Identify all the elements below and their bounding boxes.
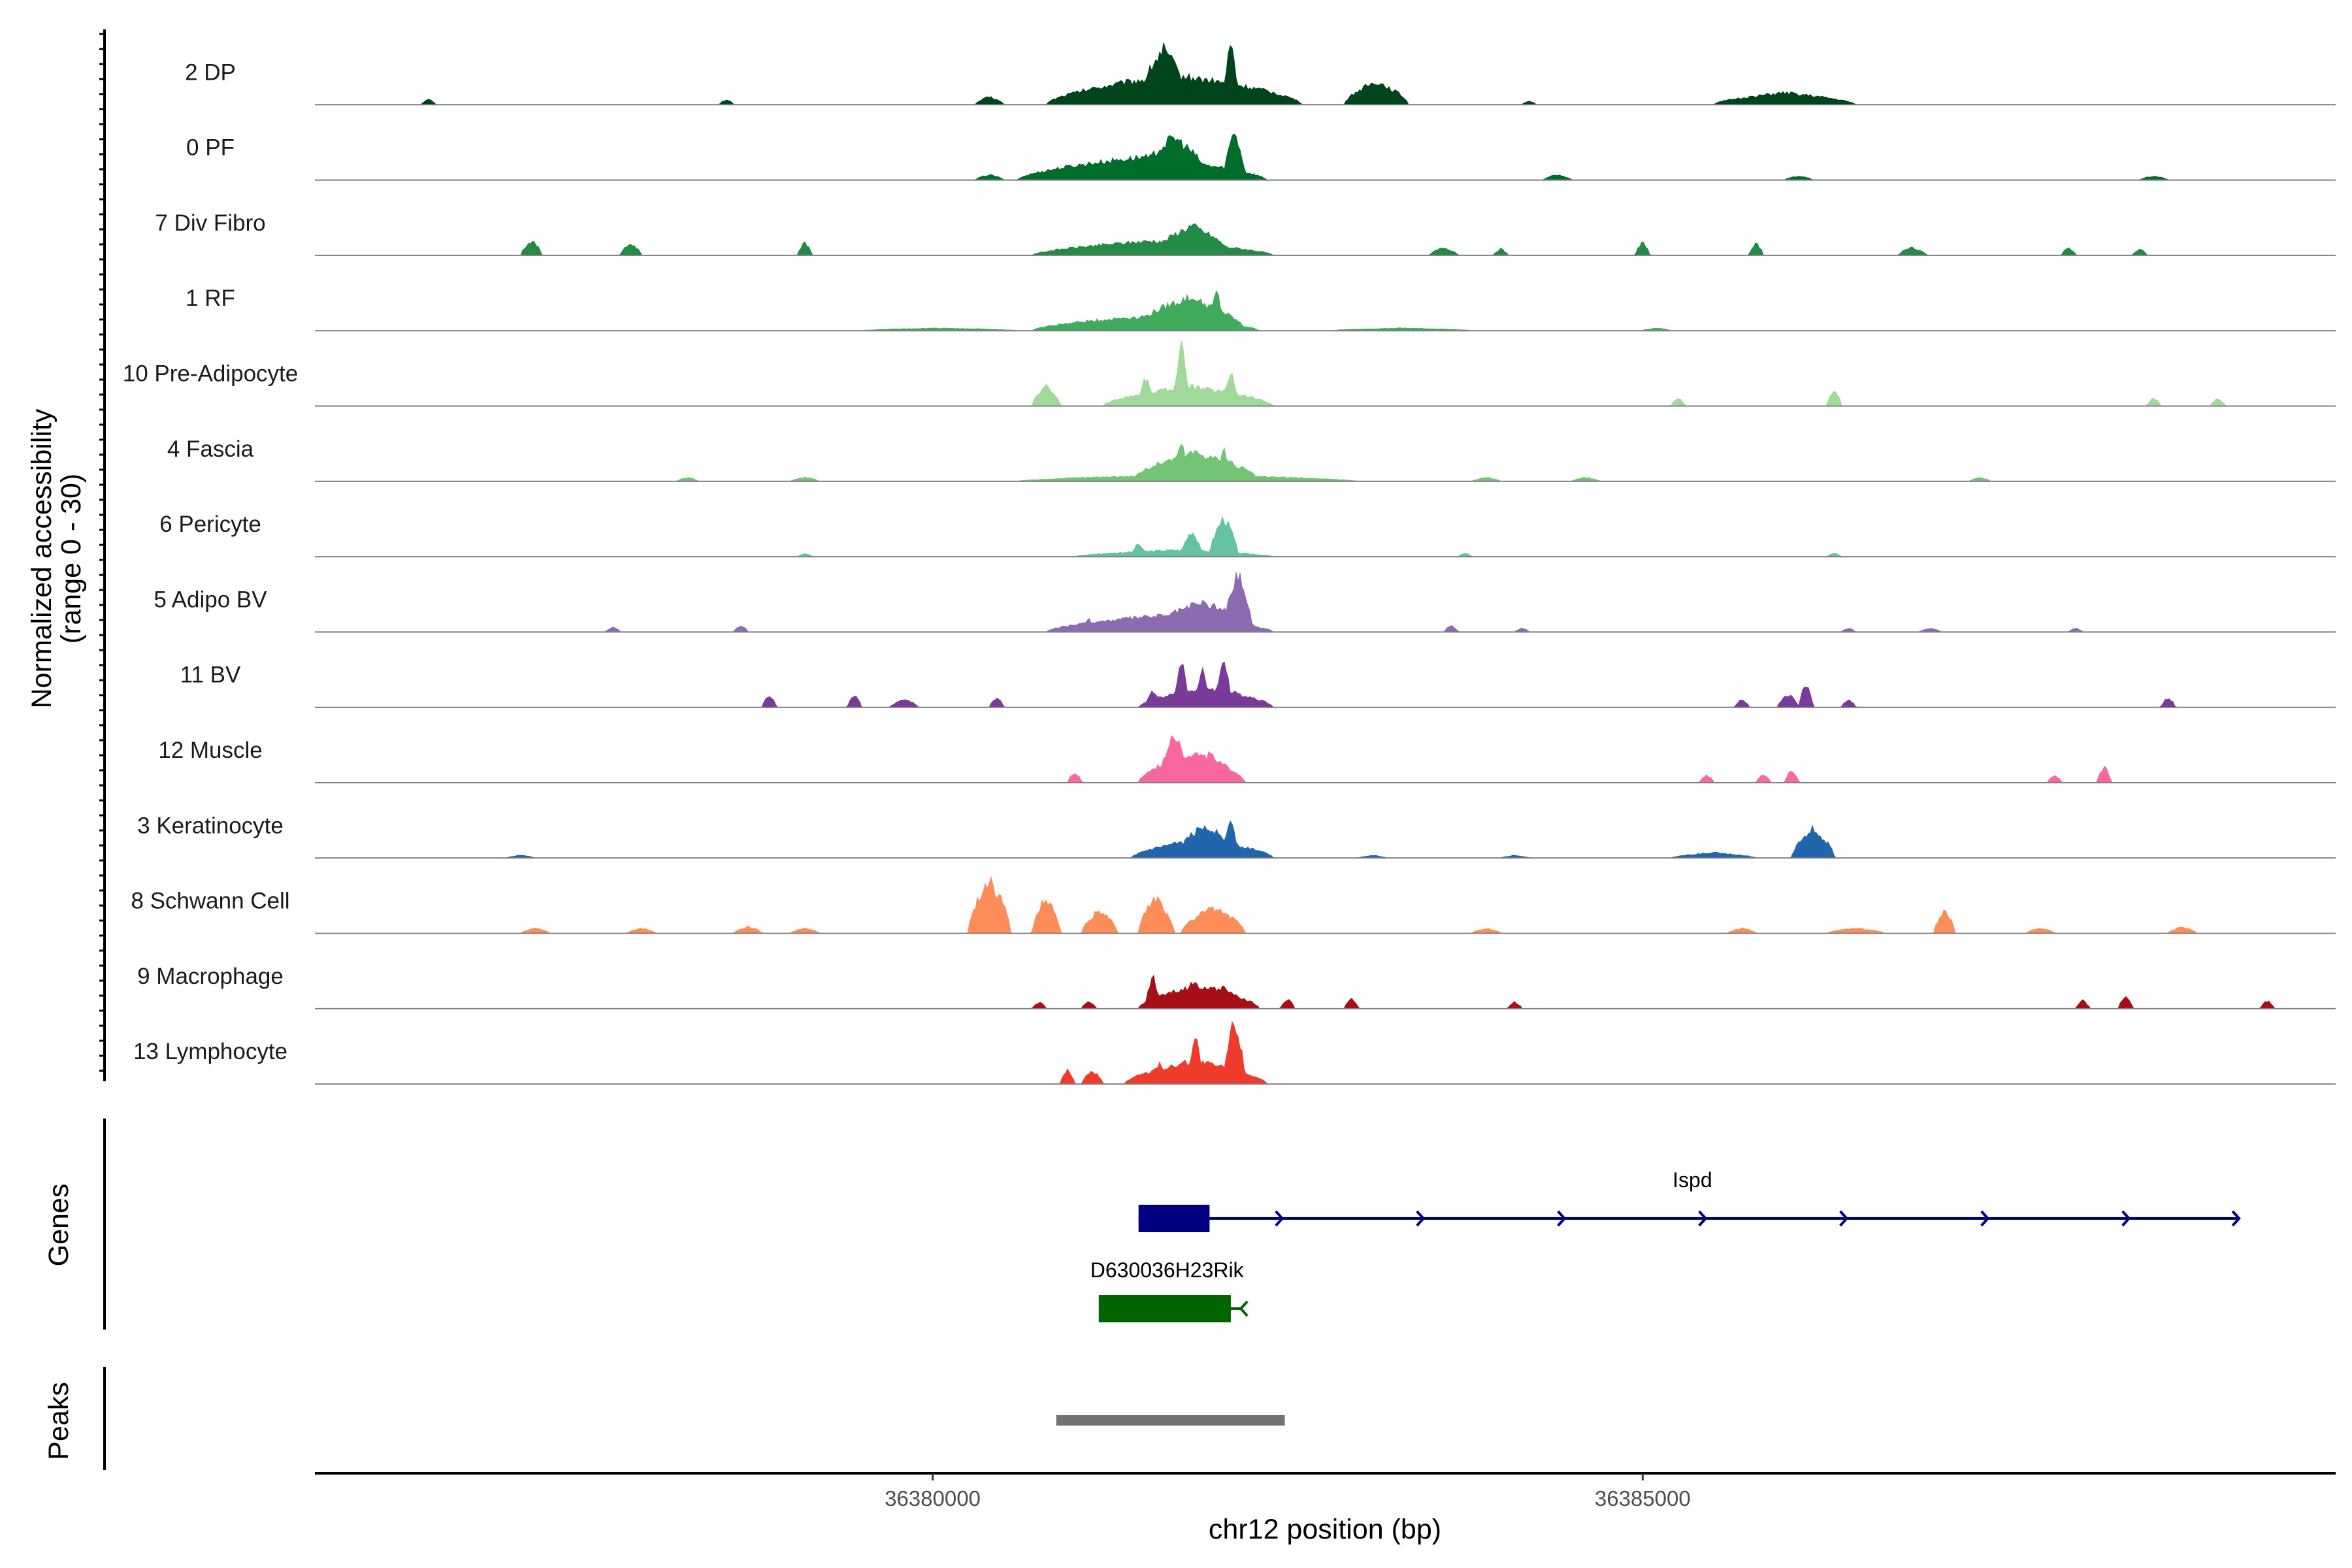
track-2-dp: 2 DP — [185, 42, 2336, 106]
gene-ispd: Ispd — [1138, 1168, 2241, 1232]
track-5-adipo-bv: 5 Adipo BV — [154, 572, 2336, 633]
track-label: 13 Lymphocyte — [133, 1039, 287, 1064]
track-0-pf: 0 PF — [186, 133, 2336, 181]
x-tick-label: 36385000 — [1595, 1486, 1691, 1511]
track-label: 3 Keratinocyte — [137, 813, 284, 838]
track-label: 11 BV — [180, 662, 241, 688]
track-9-macrophage: 9 Macrophage — [137, 964, 2336, 1009]
track-label: 1 RF — [186, 286, 235, 311]
track-12-muscle: 12 Muscle — [158, 735, 2336, 783]
track-label: 7 Div Fibro — [155, 210, 265, 236]
strand-arrow — [1557, 1210, 1567, 1227]
track-label: 10 Pre-Adipocyte — [123, 361, 298, 387]
track-label: 0 PF — [186, 135, 235, 161]
x-tick-label: 36380000 — [885, 1486, 981, 1511]
genes-panel-title: Genes — [43, 1184, 74, 1267]
track-label: 6 Pericyte — [159, 512, 261, 537]
peak-regions — [1056, 1415, 1285, 1426]
gene-exon — [1098, 1295, 1231, 1322]
strand-arrow — [2231, 1210, 2241, 1227]
track-7-div-fibro: 7 Div Fibro — [155, 210, 2336, 256]
peak-region-bar — [1056, 1415, 1285, 1426]
coverage-tracks: 2 DP 0 PF 7 Div Fibro 1 RF 10 Pre-Adipocyte 4… — [123, 42, 2336, 1085]
gene-exon — [1138, 1205, 1210, 1232]
track-label: 9 Macrophage — [137, 964, 284, 989]
x-axis-title: chr12 position (bp) — [1209, 1514, 1441, 1545]
strand-arrow — [1698, 1210, 1708, 1227]
strand-arrow — [1416, 1210, 1426, 1227]
gene-annotations: Ispd D630036H23Rik — [1090, 1168, 2241, 1322]
track-label: 2 DP — [185, 59, 236, 85]
track-4-fascia: 4 Fascia — [167, 436, 2336, 482]
x-axis-ticks: 36380000 36385000 — [885, 1473, 1691, 1511]
y-axis-title-line2: (range 0 - 30) — [56, 474, 87, 644]
track-label: 4 Fascia — [167, 436, 254, 462]
strand-arrow — [1980, 1210, 1990, 1227]
gene-label: Ispd — [1673, 1168, 1712, 1192]
track-label: 12 Muscle — [158, 738, 263, 763]
track-6-pericyte: 6 Pericyte — [159, 512, 2336, 558]
gene-d630036h23rik: D630036H23Rik — [1090, 1258, 1249, 1322]
peaks-panel-title: Peaks — [43, 1382, 74, 1460]
track-3-keratinocyte: 3 Keratinocyte — [137, 813, 2336, 859]
track-1-rf: 1 RF — [186, 286, 2336, 332]
y-axis-title: Normalized accessibility (range 0 - 30) — [26, 408, 87, 708]
gene-label: D630036H23Rik — [1090, 1258, 1245, 1282]
track-8-schwann-cell: 8 Schwann Cell — [131, 875, 2336, 934]
track-11-bv: 11 BV — [180, 661, 2336, 708]
track-10-pre-adipocyte: 10 Pre-Adipocyte — [123, 340, 2336, 407]
strand-arrow — [1239, 1300, 1249, 1317]
track-label: 5 Adipo BV — [154, 587, 267, 612]
y-axis-title-line1: Normalized accessibility — [26, 408, 57, 708]
coverage-y-axis-ticks — [99, 33, 105, 1072]
track-13-lymphocyte: 13 Lymphocyte — [133, 1021, 2336, 1085]
track-label: 8 Schwann Cell — [131, 889, 289, 914]
strand-arrow — [1839, 1210, 1849, 1227]
strand-arrow — [2121, 1210, 2131, 1227]
strand-arrow — [1275, 1210, 1284, 1227]
